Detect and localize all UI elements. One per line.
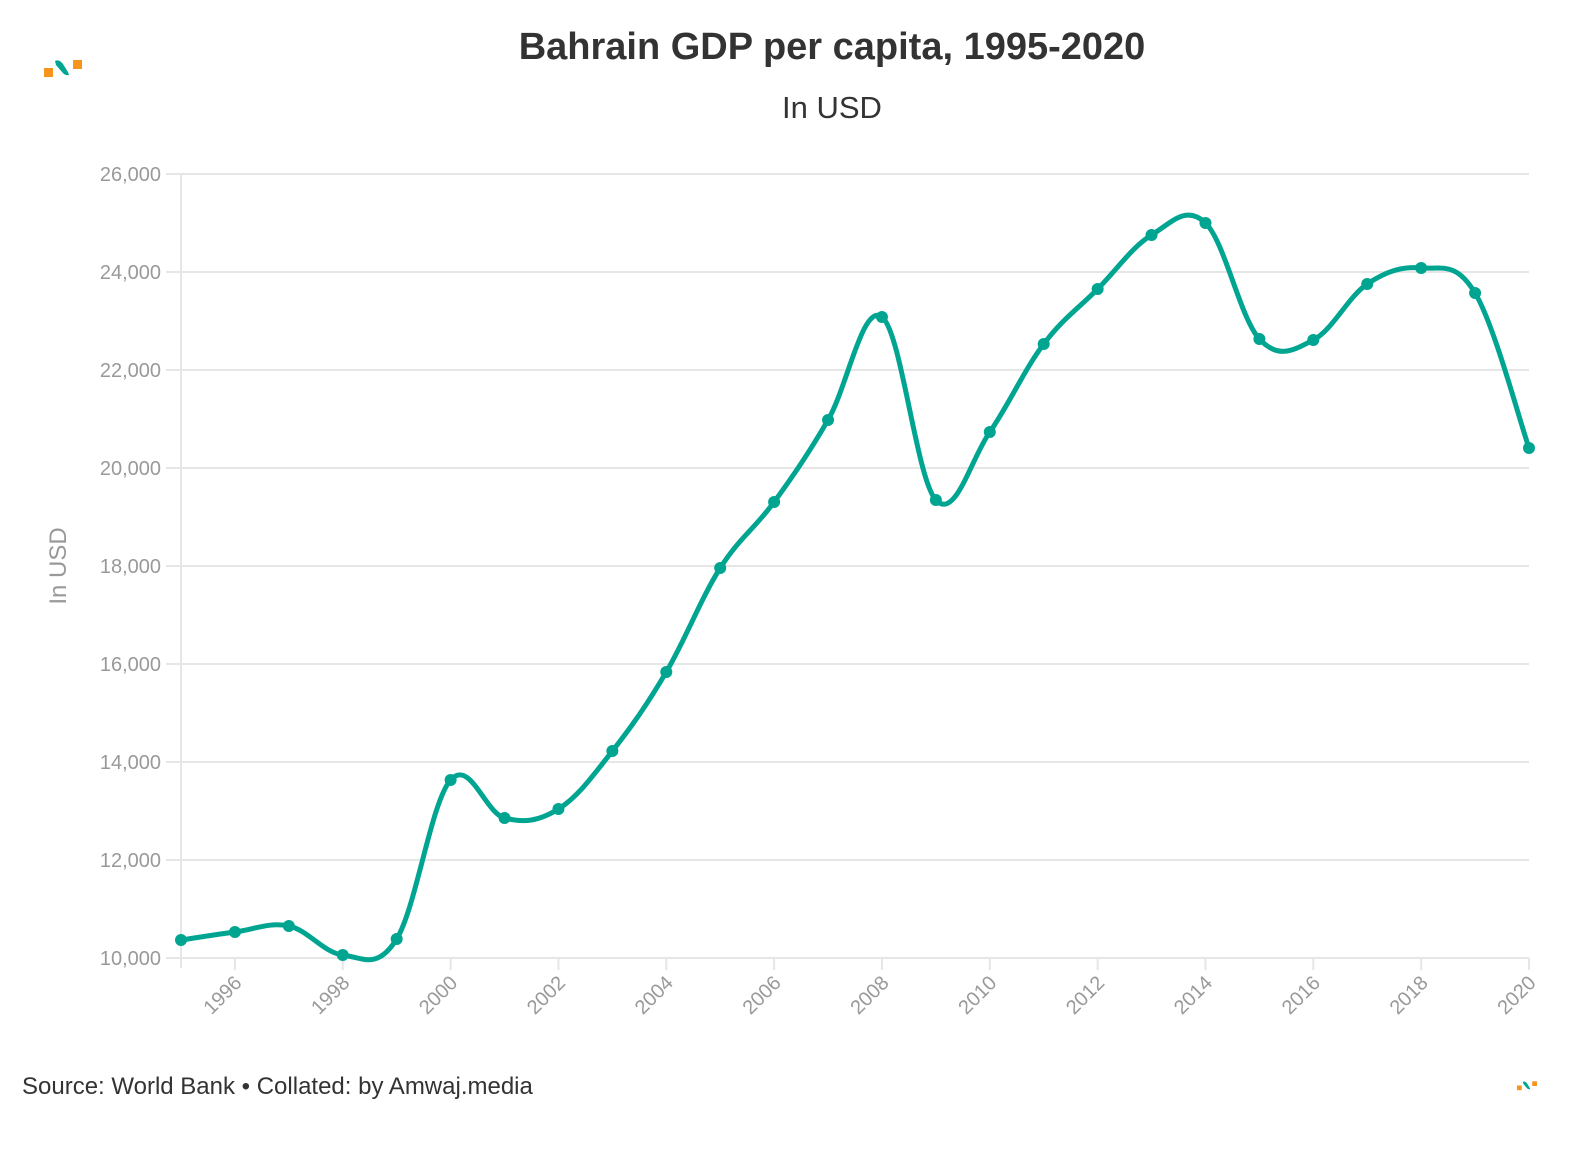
y-tick-label: 16,000 xyxy=(100,654,161,676)
amwaj-logo-small-icon xyxy=(1516,1079,1538,1097)
x-tick-label: 2012 xyxy=(1062,972,1109,1019)
x-tick-label: 1998 xyxy=(307,972,354,1019)
y-tick-label: 24,000 xyxy=(100,262,161,284)
x-tick-label: 2006 xyxy=(739,972,786,1019)
data-point xyxy=(714,562,727,575)
data-point xyxy=(1199,217,1212,229)
data-point xyxy=(822,413,835,426)
y-tick-label: 22,000 xyxy=(100,360,161,382)
data-point xyxy=(175,934,187,947)
y-tick-label: 18,000 xyxy=(100,556,161,578)
data-point xyxy=(1145,229,1158,242)
data-point xyxy=(606,745,619,758)
data-point xyxy=(768,496,781,509)
data-point xyxy=(875,310,888,323)
data-point xyxy=(983,425,996,438)
data-point xyxy=(444,773,457,786)
x-tick-label: 2008 xyxy=(846,972,893,1019)
data-point xyxy=(1253,332,1266,345)
data-point xyxy=(1037,337,1050,350)
x-tick-label: 2016 xyxy=(1278,972,1325,1019)
x-tick-label: 2014 xyxy=(1170,972,1217,1019)
y-axis-label: In USD xyxy=(45,527,72,604)
data-point xyxy=(1469,287,1482,300)
data-point xyxy=(552,802,565,815)
data-point xyxy=(1307,334,1320,347)
y-tick-label: 14,000 xyxy=(100,752,161,774)
amwaj-logo-icon xyxy=(42,58,84,85)
data-point xyxy=(228,925,241,938)
data-point xyxy=(929,493,942,506)
x-tick-label: 2000 xyxy=(415,972,462,1019)
source-footer: Source: World Bank • Collated: by Amwaj.… xyxy=(22,1073,533,1100)
x-tick-label: 2018 xyxy=(1386,972,1433,1019)
data-point xyxy=(498,812,511,825)
line-chart: 10,000 12,000 14,000 16,000 18,000 20,000 22,0… xyxy=(45,164,1541,1019)
x-tick-label: 2010 xyxy=(954,972,1001,1019)
data-point xyxy=(1091,283,1104,296)
data-point xyxy=(390,932,403,945)
y-tick-label: 20,000 xyxy=(100,458,161,480)
x-tick-label: 2002 xyxy=(523,972,570,1019)
data-point xyxy=(1523,442,1535,455)
y-tick-label: 12,000 xyxy=(100,850,161,872)
data-point xyxy=(336,949,349,962)
data-point xyxy=(1361,278,1374,291)
data-point xyxy=(660,665,673,678)
x-tick-label: 2004 xyxy=(631,972,678,1019)
chart-title: Bahrain GDP per capita, 1995-2020 xyxy=(518,26,1146,68)
y-axis-ticks: 10,000 12,000 14,000 16,000 18,000 20,000 22,0… xyxy=(100,164,161,970)
data-point xyxy=(1415,261,1428,274)
data-point xyxy=(282,920,295,933)
y-tick-label: 10,000 xyxy=(100,948,161,970)
gridlines xyxy=(166,173,1529,968)
x-axis-ticks: 1996 1998 2000 2002 2004 2006 2008 2010 2012 2014… xyxy=(199,958,1541,1019)
y-tick-label: 26,000 xyxy=(100,164,161,186)
x-tick-label: 1996 xyxy=(199,972,246,1019)
series-line xyxy=(180,212,1532,963)
series-points xyxy=(175,217,1535,962)
x-tick-label: 2020 xyxy=(1494,972,1541,1019)
chart-subtitle: In USD xyxy=(782,90,882,125)
